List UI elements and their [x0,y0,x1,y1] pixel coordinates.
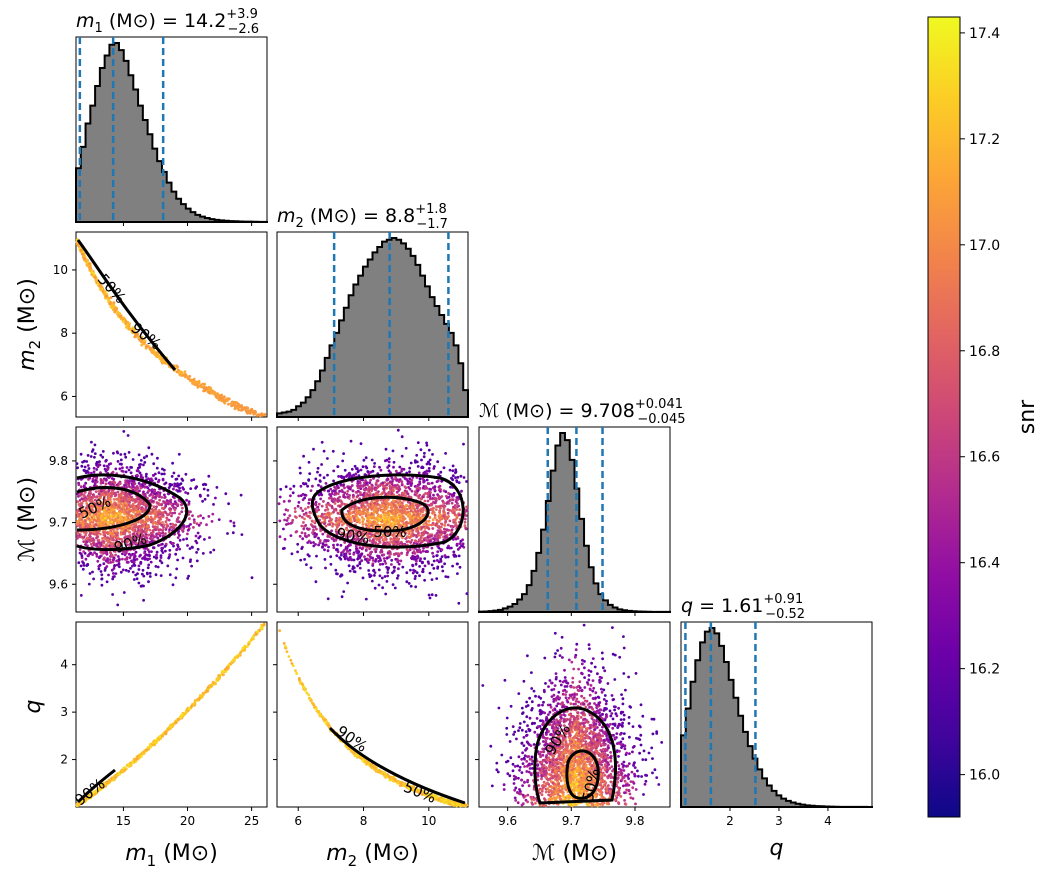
snr-colorbar: 16.0 16.2 16.4 16.6 16.8 17.0 17.2 17.4 snr [927,16,1040,818]
x-tick-label: 3 [775,814,783,828]
contour-m2-q [328,726,466,805]
colorbar-tick-label: 16.8 [969,344,1000,360]
y-tick-label: 6 [60,389,68,403]
x-tick-label: 25 [244,814,259,828]
panel-frame [75,426,268,613]
colorbar-tick-label: 17.2 [969,132,1000,148]
x-tick-label: 10 [421,814,436,828]
x-tick-label: 2 [726,814,734,828]
y-axis-label-m2: m2 (M⊙) [15,278,44,371]
x-tick-label: 4 [824,814,832,828]
x-tick-label: 9.7 [562,814,581,828]
title-q: q = 1.61+0.91 −0.52 [681,592,805,622]
scatter-m1-m2 [75,238,267,418]
y-axis-label-mc: ℳ (M⊙) [15,477,40,562]
x-tick-label: 9.6 [498,814,517,828]
colorbar-tick-label: 16.4 [969,556,1000,572]
contour-label-90: 90% [335,524,371,548]
contour-label-50: 50% [401,778,439,807]
contour-m1-mc-50 [76,486,152,532]
x-axis-label-m1: m1 (M⊙) [125,841,218,870]
y-tick-label: 2 [60,753,68,767]
contour-m1-q [76,768,116,804]
panel-frame [276,426,469,613]
colorbar-tick-label: 16.6 [969,450,1000,466]
colorbar-tick-label: 16.2 [969,662,1000,678]
colorbar-label: snr [1015,399,1040,434]
x-axis-label-m2: m2 (M⊙) [326,841,419,870]
colorbar-ticks: 16.0 16.2 16.4 16.6 16.8 17.0 17.2 17.4 [960,26,1000,784]
panel-frame [75,621,268,808]
y-tick-label: 10 [53,263,68,277]
y-tick-label: 9.8 [49,454,68,468]
panel-frame [478,621,671,808]
colorbar-tick-label: 16.0 [969,768,1000,784]
title-Mc: ℳ (M⊙) = 9.708+0.041 −0.045 [479,397,686,427]
x-axis-label-mc: ℳ (M⊙) [532,841,617,866]
contour-mc-q-90 [533,706,618,805]
contour-m1-mc-90 [76,473,189,552]
histogram-m1 [75,42,268,223]
colorbar-tick-label: 17.4 [969,26,1000,42]
histogram-Mc [478,432,671,613]
contour-m1-m2 [76,239,177,371]
colorbar-gradient [927,16,961,818]
contour-label-50: 50% [373,523,406,541]
contour-mc-q-50 [565,749,600,800]
contour-m2-mc-50 [340,495,430,533]
y-tick-label: 9.7 [49,516,68,530]
colorbar-tick-label: 17.0 [969,238,1000,254]
scatter-Mc-q [481,623,664,808]
x-tick-label: 8 [360,814,368,828]
y-axis-label-q: q [21,699,46,713]
y-tick-label: 4 [60,658,68,672]
x-tick-label: 9.8 [625,814,644,828]
scatter-m1-q [75,622,266,807]
x-tick-label: 15 [116,814,131,828]
x-tick-label: 20 [180,814,195,828]
histogram-m2 [276,237,469,418]
y-tick-label: 9.6 [49,577,68,591]
y-tick-label: 3 [60,705,68,719]
title-m1: m1 (M⊙) = 14.2+3.9 −2.6 [76,7,259,37]
panel-frame [75,231,268,418]
scatter-m2-q [278,629,469,808]
corner-panels: m1 (M⊙) = 14.2+3.9 −2.6 m2 (M⊙) = 8.8+1.8−… [15,7,873,870]
panel-frame [276,621,469,808]
x-tick-label: 6 [294,814,302,828]
contour-m2-mc-90 [310,473,465,549]
scatter-m1-Mc [75,430,254,607]
scatter-m2-Mc [277,428,469,605]
title-m2: m2 (M⊙) = 8.8+1.8 −1.7 [277,202,448,232]
x-axis-label-q: q [770,836,784,861]
y-tick-label: 8 [60,326,68,340]
